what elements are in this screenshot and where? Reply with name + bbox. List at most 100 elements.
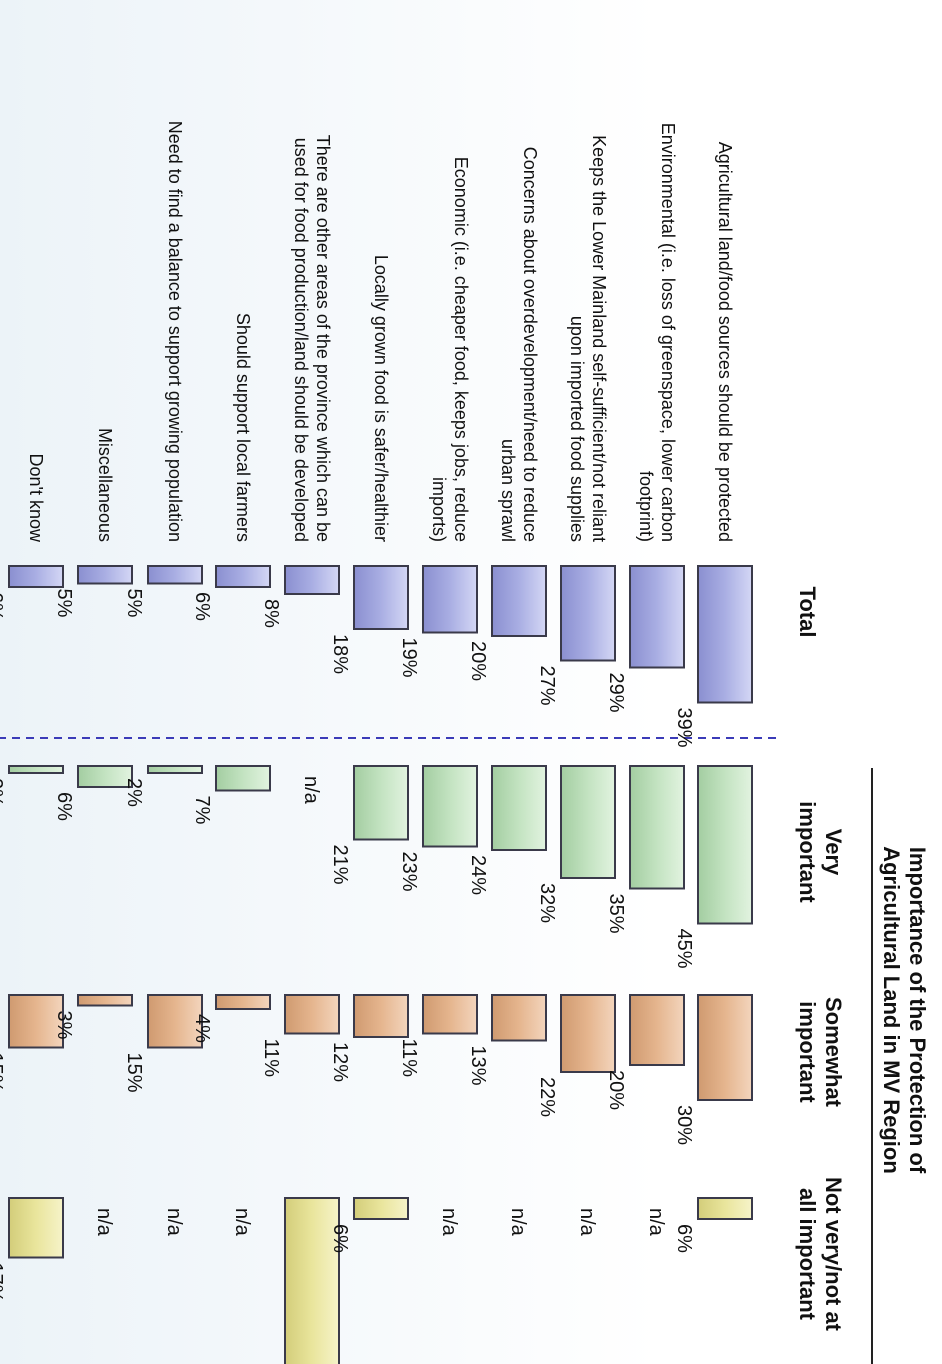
- na-label-not-very-not-at-all-important-10: n/a: [93, 1208, 115, 1237]
- value-label-total-6: 18%: [329, 634, 351, 674]
- bar-total-11: [8, 565, 64, 588]
- value-label-total-11: 6%: [0, 592, 6, 621]
- bar-somewhat-important-3: [560, 994, 616, 1073]
- category-label-11: Don't know: [26, 454, 46, 543]
- category-label-9: Need to find a balance to support growin…: [165, 121, 185, 542]
- bar-somewhat-important-11: [8, 994, 64, 1049]
- bar-total-2: [629, 565, 685, 669]
- value-label-total-7: 8%: [260, 599, 282, 628]
- bar-somewhat-important-7: [284, 994, 340, 1035]
- value-label-very-important-4: 24%: [467, 855, 489, 895]
- column-header-somewhat-important-2: important: [795, 1001, 820, 1103]
- chart-title-line-2: Agricultural Land in MV Region: [879, 846, 904, 1174]
- bar-very-important-4: [491, 765, 547, 851]
- value-label-very-important-11: 2%: [0, 778, 6, 807]
- column-header-total: Total: [795, 587, 820, 638]
- bar-total-6: [353, 565, 409, 630]
- bar-very-important-8: [215, 765, 271, 792]
- value-label-very-important-6: 21%: [329, 845, 351, 885]
- value-label-very-important-2: 35%: [605, 894, 627, 934]
- value-label-total-9: 5%: [123, 589, 145, 618]
- value-label-somewhat-important-7: 11%: [260, 1039, 282, 1078]
- value-label-not-very-not-at-all-important-11: 17%: [0, 1263, 6, 1303]
- bar-very-important-3: [560, 765, 616, 879]
- value-label-somewhat-important-11: 15%: [0, 1053, 6, 1093]
- column-header-very-important-2: important: [795, 801, 820, 903]
- category-label-2: Environmental (i.e. loss of greenspace, …: [636, 123, 678, 542]
- bar-very-important-1: [697, 765, 753, 925]
- value-label-somewhat-important-4: 13%: [467, 1046, 489, 1086]
- bar-somewhat-important-9: [147, 994, 203, 1049]
- category-label-7: There are other areas of the province wh…: [291, 135, 333, 542]
- bar-very-important-2: [629, 765, 685, 890]
- chart-title: Importance of the Protection of Agricult…: [879, 846, 930, 1174]
- value-label-total-5: 19%: [398, 638, 420, 678]
- value-label-total-10: 5%: [53, 589, 75, 618]
- bar-somewhat-important-10: [77, 994, 133, 1007]
- category-label-8: Should support local farmers: [233, 313, 253, 542]
- bar-total-1: [697, 565, 753, 704]
- bar-not-very-not-at-all-important-11: [8, 1197, 64, 1259]
- column-header-not-important-2: all important: [795, 1188, 820, 1321]
- bar-not-very-not-at-all-important-1: [697, 1197, 753, 1220]
- bar-very-important-11: [8, 765, 64, 774]
- na-label-not-very-not-at-all-important-5: n/a: [438, 1208, 460, 1237]
- na-label-not-very-not-at-all-important-2: n/a: [645, 1208, 667, 1237]
- bar-total-4: [491, 565, 547, 637]
- column-header-not-important-1: Not very/not at: [821, 1177, 846, 1332]
- category-label-4: Concerns about overdevelopment/need to r…: [498, 147, 540, 542]
- category-label-3: Keeps the Lower Mainland self-sufficient…: [567, 135, 609, 542]
- bar-somewhat-important-4: [491, 994, 547, 1042]
- value-labels: 39% 29% 27% 20% 19% 18% 8% 6% 5% 5% 6% 45% 35% 32% 24%…: [0, 589, 695, 1303]
- na-label-not-very-not-at-all-important-3: n/a: [576, 1208, 598, 1237]
- value-label-somewhat-important-5: 11%: [398, 1039, 420, 1078]
- value-label-somewhat-important-2: 20%: [605, 1070, 627, 1110]
- value-label-very-important-8: 7%: [191, 796, 213, 825]
- bar-somewhat-important-2: [629, 994, 685, 1066]
- na-label-very-important-7: n/a: [300, 776, 322, 805]
- value-label-somewhat-important-6: 12%: [329, 1042, 351, 1082]
- bar-total-10: [77, 565, 133, 585]
- chart-title-line-1: Importance of the Protection of: [905, 847, 930, 1174]
- value-label-total-1: 39%: [673, 708, 695, 748]
- value-label-not-very-not-at-all-important-6: 6%: [329, 1224, 351, 1253]
- value-label-somewhat-important-9: 15%: [123, 1053, 145, 1093]
- bar-total-9: [147, 565, 203, 585]
- value-label-very-important-10: 6%: [53, 792, 75, 821]
- bar-somewhat-important-6: [353, 994, 409, 1038]
- value-label-very-important-5: 23%: [398, 852, 420, 892]
- bar-not-very-not-at-all-important-7: [284, 1197, 340, 1364]
- bar-very-important-9: [147, 765, 203, 774]
- column-header-somewhat-important-1: Somewhat: [821, 997, 846, 1108]
- value-label-very-important-1: 45%: [673, 929, 695, 969]
- category-label-1: Agricultural land/food sources should be…: [715, 142, 735, 542]
- value-label-somewhat-important-3: 22%: [536, 1077, 558, 1117]
- column-headers: Total Very important Somewhat important …: [795, 587, 846, 1332]
- category-label-10: Miscellaneous: [95, 428, 115, 542]
- value-label-very-important-9: 2%: [123, 778, 145, 807]
- bar-somewhat-important-8: [215, 994, 271, 1010]
- value-label-not-very-not-at-all-important-1: 6%: [673, 1224, 695, 1253]
- bar-very-important-5: [422, 765, 478, 848]
- bar-total-3: [560, 565, 616, 662]
- category-labels: Agricultural land/food sources should be…: [26, 121, 735, 543]
- bar-total-7: [284, 565, 340, 595]
- value-label-total-4: 20%: [467, 641, 489, 681]
- bar-not-very-not-at-all-important-6: [353, 1197, 409, 1220]
- na-label-not-very-not-at-all-important-8: n/a: [231, 1208, 253, 1237]
- bar-somewhat-important-5: [422, 994, 478, 1035]
- value-label-total-8: 6%: [191, 592, 213, 621]
- na-label-not-very-not-at-all-important-4: n/a: [507, 1208, 529, 1237]
- value-label-somewhat-important-10: 3%: [53, 1011, 75, 1040]
- bar-very-important-6: [353, 765, 409, 841]
- value-label-somewhat-important-1: 30%: [673, 1105, 695, 1145]
- value-label-very-important-3: 32%: [536, 883, 558, 923]
- category-label-5: Economic (i.e. cheaper food, keeps jobs,…: [429, 157, 471, 542]
- bar-very-important-10: [77, 765, 133, 788]
- value-label-somewhat-important-8: 4%: [191, 1014, 213, 1043]
- bars: [8, 565, 753, 1364]
- category-label-6: Locally grown food is safer/healthier: [371, 255, 391, 542]
